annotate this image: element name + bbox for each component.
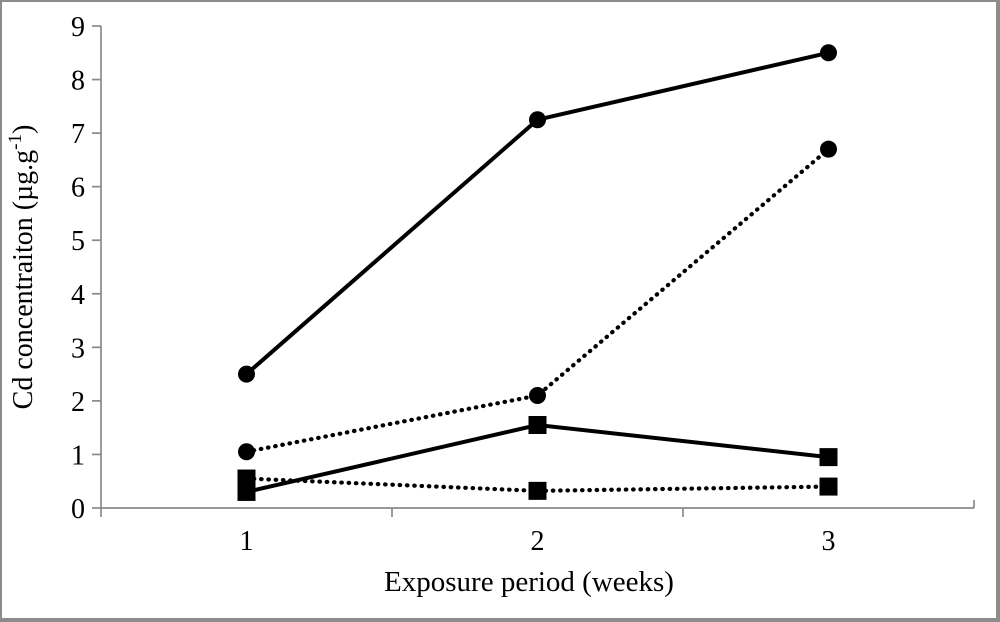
dotted-circle-marker bbox=[820, 140, 837, 158]
dotted-circle-marker bbox=[529, 387, 546, 405]
dotted-square-marker bbox=[528, 481, 547, 500]
series-solid-circle-line bbox=[245, 50, 829, 376]
y-tick-label: 0 bbox=[71, 494, 85, 525]
y-tick-label: 9 bbox=[71, 12, 85, 43]
series bbox=[237, 44, 838, 501]
dotted-square-marker bbox=[819, 477, 838, 496]
x-axis-title: Exposure period (weeks) bbox=[384, 566, 674, 598]
y-tick-label: 8 bbox=[71, 66, 85, 97]
y-tick-label: 2 bbox=[71, 387, 85, 418]
y-tick-label: 5 bbox=[71, 226, 85, 257]
x-tick-label: 3 bbox=[822, 526, 836, 557]
solid-circle-marker bbox=[238, 365, 255, 383]
x-tick-label: 2 bbox=[531, 526, 545, 557]
y-axis-title-close: ) bbox=[8, 125, 39, 134]
solid-circle-marker bbox=[820, 44, 837, 62]
y-axis-title-superscript: -1 bbox=[5, 134, 26, 150]
y-tick-label: 6 bbox=[71, 173, 85, 204]
solid-circle-marker bbox=[529, 111, 546, 129]
x-tick-label: 1 bbox=[240, 526, 254, 557]
solid-square-marker bbox=[528, 415, 547, 434]
y-tick-label: 1 bbox=[71, 440, 85, 471]
y-axis-title: Cd concentraiton (µg.g-1) bbox=[5, 125, 39, 410]
series-dotted-circle-line bbox=[244, 147, 831, 454]
y-tick-label: 3 bbox=[71, 333, 85, 364]
solid-square-marker bbox=[819, 448, 838, 467]
dotted-square-marker bbox=[237, 469, 256, 488]
dotted-circle-marker bbox=[238, 443, 255, 461]
y-axis-title-main: Cd concentraiton (µg.g bbox=[8, 150, 39, 410]
axes: 0 1 2 3 4 5 6 7 8 9 1 2 3 bbox=[71, 12, 975, 557]
y-tick-label: 7 bbox=[71, 119, 85, 150]
y-tick-label: 4 bbox=[71, 280, 85, 311]
